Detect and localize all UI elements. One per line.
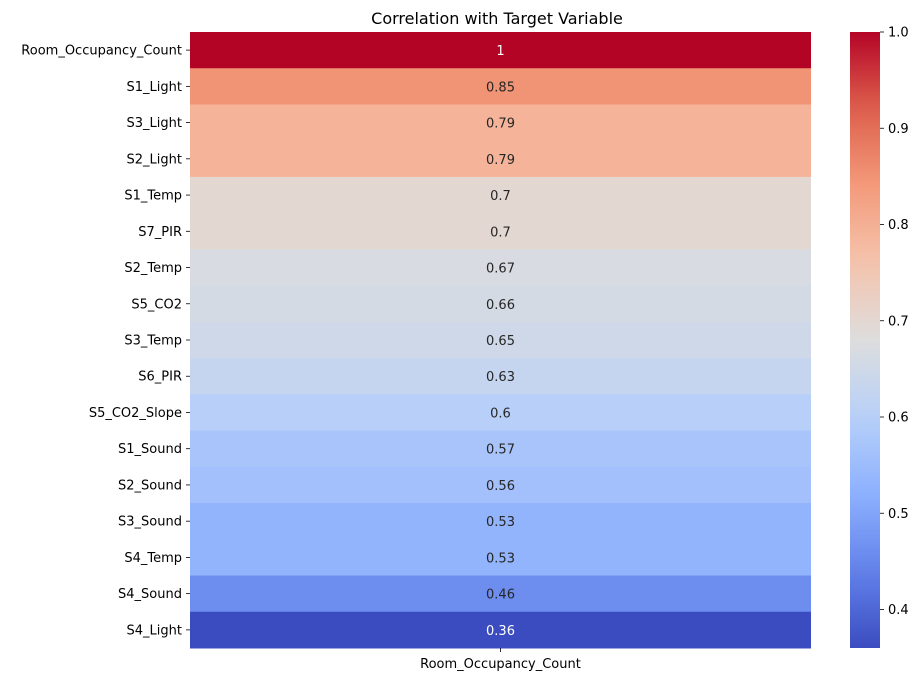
cell-value-label: 0.67 xyxy=(486,262,515,277)
y-tick-label: S2_Sound xyxy=(118,478,182,493)
heatmap-cell xyxy=(190,104,811,142)
colorbar: 0.4 0.5 0.6 0.7 0.8 0.9 1.0 xyxy=(850,26,909,648)
y-tick-label: S5_CO2_Slope xyxy=(89,406,182,421)
y-tick-label: S7_PIR xyxy=(138,225,182,240)
y-tick-label: S4_Sound xyxy=(118,587,182,602)
y-tick-label: S3_Light xyxy=(127,116,182,131)
colorbar-tick-label: 1.0 xyxy=(888,26,909,41)
x-axis: Room_Occupancy_Count xyxy=(420,648,581,672)
cell-value-label: 0.79 xyxy=(486,117,515,132)
heatmap-cell xyxy=(190,32,811,69)
heatmap-cells: 1 0.85 0.79 0.79 0.7 0.7 0.67 0.66 0.65 0.63 0.6 0.… xyxy=(190,32,811,649)
heatmap-cell xyxy=(190,430,811,468)
cell-value-label: 0.53 xyxy=(486,551,515,566)
heatmap-cell xyxy=(190,285,811,323)
y-tick-label: S6_PIR xyxy=(138,370,182,385)
colorbar-tick-label: 0.5 xyxy=(888,507,909,522)
cell-value-label: 0.85 xyxy=(486,80,515,95)
y-tick-label: Room_Occupancy_Count xyxy=(21,44,182,59)
heatmap-cell xyxy=(190,394,811,432)
heatmap-cell xyxy=(190,466,811,504)
cell-value-label: 1 xyxy=(496,44,504,59)
heatmap-cell xyxy=(190,575,811,613)
y-tick-label: S2_Temp xyxy=(124,261,182,276)
colorbar-tick-label: 0.6 xyxy=(888,411,909,426)
cell-value-label: 0.79 xyxy=(486,153,515,168)
heatmap-cell xyxy=(190,321,811,359)
colorbar-tick-label: 0.7 xyxy=(888,314,909,329)
cell-value-label: 0.36 xyxy=(486,624,515,639)
y-tick-label: S4_Temp xyxy=(124,551,182,566)
heatmap-cell xyxy=(190,358,811,395)
cell-value-label: 0.46 xyxy=(486,588,515,603)
heatmap-cell xyxy=(190,611,811,649)
y-tick-label: S3_Sound xyxy=(118,515,182,530)
cell-value-label: 0.65 xyxy=(486,334,515,349)
cell-value-label: 0.6 xyxy=(490,406,511,421)
heatmap-cell xyxy=(190,176,811,214)
colorbar-tick-label: 0.4 xyxy=(888,603,909,618)
heatmap-cell xyxy=(190,539,811,577)
cell-value-label: 0.56 xyxy=(486,479,515,494)
y-tick-label: S2_Light xyxy=(127,152,182,167)
y-axis: Room_Occupancy_Count S1_Light S3_Light S2_L… xyxy=(21,44,190,638)
heatmap-cell xyxy=(190,249,811,287)
x-tick-label: Room_Occupancy_Count xyxy=(420,657,581,672)
cell-value-label: 0.7 xyxy=(490,189,511,204)
cell-value-label: 0.57 xyxy=(486,443,515,458)
y-tick-label: S5_CO2 xyxy=(131,297,182,312)
y-tick-label: S1_Sound xyxy=(118,442,182,457)
heatmap-cell xyxy=(190,140,811,178)
colorbar-tick-label: 0.9 xyxy=(888,122,909,137)
y-tick-label: S4_Light xyxy=(127,623,182,638)
y-tick-label: S1_Light xyxy=(127,80,182,95)
heatmap-cell xyxy=(190,213,811,250)
y-tick-label: S1_Temp xyxy=(124,189,182,204)
cell-value-label: 0.66 xyxy=(486,298,515,313)
heatmap-cell xyxy=(190,68,811,105)
y-tick-label: S3_Temp xyxy=(124,334,182,349)
colorbar-tick-label: 0.8 xyxy=(888,218,909,233)
chart-title: Correlation with Target Variable xyxy=(371,9,623,28)
colorbar-gradient xyxy=(850,32,880,648)
cell-value-label: 0.53 xyxy=(486,515,515,530)
heatmap-cell xyxy=(190,503,811,540)
cell-value-label: 0.63 xyxy=(486,370,515,385)
cell-value-label: 0.7 xyxy=(490,225,511,240)
